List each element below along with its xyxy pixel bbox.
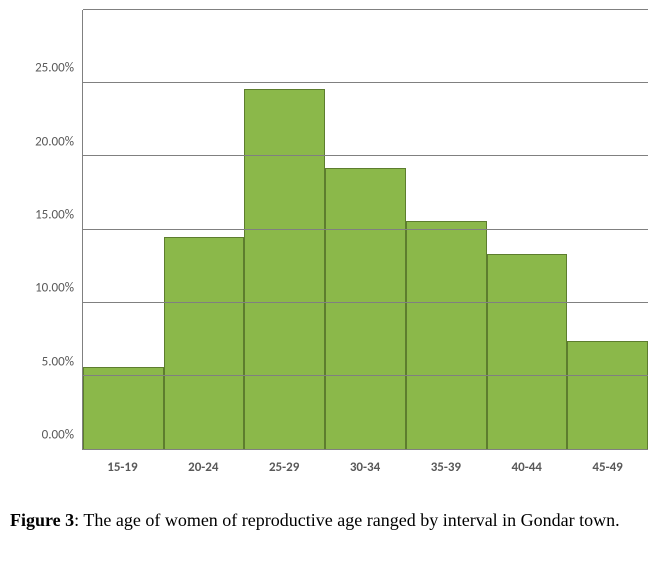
x-tick-label: 15-19 [82, 450, 163, 490]
y-tick-label: 15.00% [35, 208, 74, 223]
y-tick-label: 0.00% [42, 428, 74, 443]
x-tick-label: 45-49 [567, 450, 648, 490]
x-tick-label: 30-34 [325, 450, 406, 490]
x-tick-label: 25-29 [244, 450, 325, 490]
bar [567, 341, 648, 449]
bar [164, 237, 245, 449]
bar-chart-container: 0.00%5.00%10.00%15.00%20.00%25.00%30.00%… [10, 10, 648, 532]
bar [325, 168, 406, 449]
bar [406, 221, 487, 449]
gridline [83, 9, 648, 10]
bar-slot [406, 10, 487, 449]
plot-area [82, 10, 648, 450]
bar-slot [83, 10, 164, 449]
y-tick-label: 25.00% [35, 61, 74, 76]
gridline [83, 302, 648, 303]
bar [83, 367, 164, 449]
x-tick-label: 35-39 [405, 450, 486, 490]
gridline [83, 375, 648, 376]
x-axis-labels: 15-1920-2425-2930-3435-3940-4445-49 [82, 450, 648, 490]
figure-caption: Figure 3: The age of women of reproducti… [10, 508, 648, 532]
bar-slot [325, 10, 406, 449]
chart-area: 0.00%5.00%10.00%15.00%20.00%25.00%30.00%… [10, 10, 648, 490]
bar-slot [567, 10, 648, 449]
y-tick-label: 30.00% [35, 0, 74, 3]
figure-text: The age of women of reproductive age ran… [83, 510, 619, 530]
bar-slot [164, 10, 245, 449]
y-tick-label: 10.00% [35, 281, 74, 296]
x-tick-label: 20-24 [163, 450, 244, 490]
y-axis: 0.00%5.00%10.00%15.00%20.00%25.00%30.00% [10, 10, 82, 490]
bar [487, 254, 568, 449]
bars-container [83, 10, 648, 449]
figure-label: Figure 3 [10, 510, 74, 530]
bar-slot [244, 10, 325, 449]
gridline [83, 82, 648, 83]
bar [244, 89, 325, 449]
y-tick-label: 5.00% [42, 354, 74, 369]
y-tick-label: 20.00% [35, 134, 74, 149]
x-tick-label: 40-44 [486, 450, 567, 490]
gridline [83, 229, 648, 230]
bar-slot [487, 10, 568, 449]
gridline [83, 155, 648, 156]
figure-separator: : [74, 510, 83, 530]
